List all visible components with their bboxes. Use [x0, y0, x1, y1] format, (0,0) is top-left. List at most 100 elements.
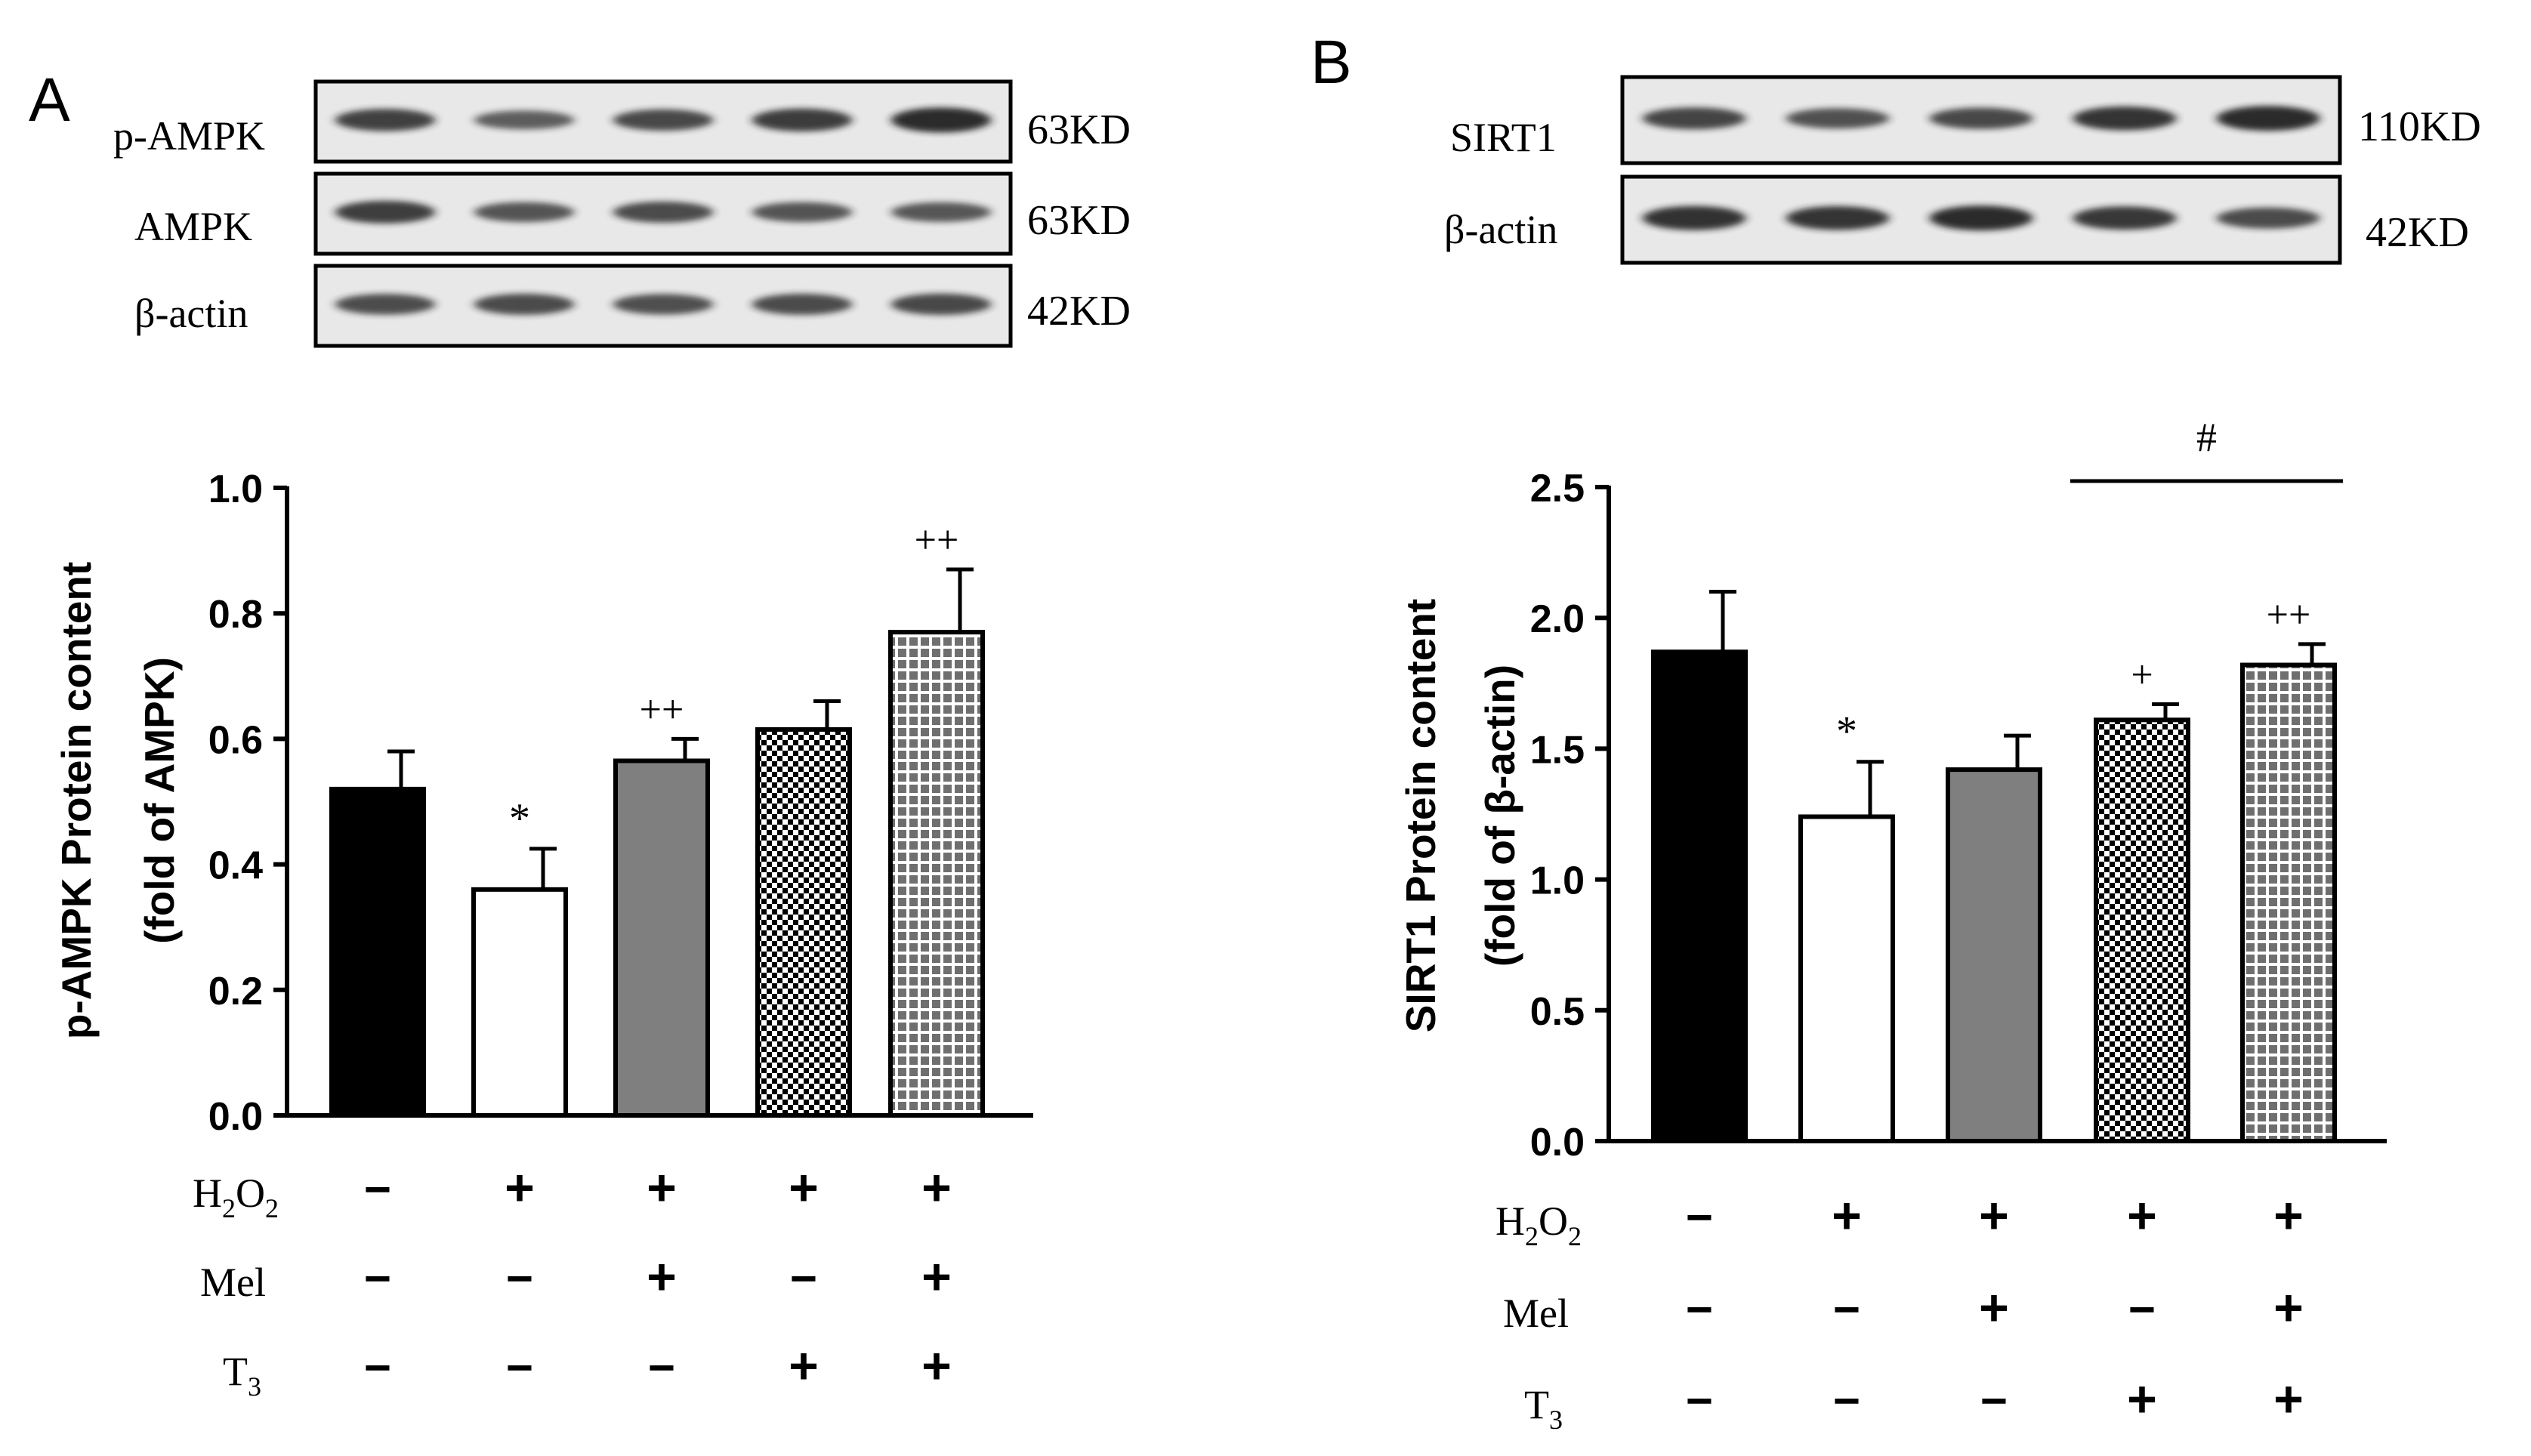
chart-a-ytick-label: 0.8 — [208, 593, 263, 637]
treat-a-h2o2-label: H2O2 — [193, 1171, 279, 1223]
treatment-sign: + — [789, 1159, 819, 1217]
treatment-sign: − — [1833, 1375, 1860, 1427]
treat-b-t3-label: T3 — [1524, 1382, 1563, 1435]
blot-a-band — [752, 108, 853, 132]
chart-a-significance-label: ++ — [640, 688, 684, 731]
blot-b-band — [1642, 205, 1746, 230]
western-blot-b: SIRT1 β-actin 110KD 42KD — [1444, 75, 2481, 265]
chart-b-bar — [2094, 717, 2190, 1143]
chart-a-ytick-label: 0.4 — [208, 844, 263, 888]
blot-b-band — [1786, 108, 1890, 129]
blot-a-size-ampk: 63KD — [1027, 197, 1131, 244]
treatment-sign: + — [1979, 1187, 2009, 1245]
blot-a-label-p-ampk: p-AMPK — [113, 113, 265, 159]
chart-b-significance-label: + — [2131, 654, 2153, 697]
blot-a-band — [613, 294, 714, 315]
blot-b-band — [2216, 106, 2320, 131]
treat-b-mel-label: Mel — [1503, 1291, 1569, 1336]
blot-a-size-beta-actin: 42KD — [1027, 288, 1131, 335]
chart-a-ytick-label: 0.2 — [208, 970, 263, 1013]
blot-a-band — [335, 109, 436, 131]
treatment-sign: + — [647, 1248, 677, 1306]
blot-a-band — [474, 202, 575, 223]
western-blot-a: p-AMPK AMPK β-actin 63KD 63KD 42KD — [113, 79, 1131, 348]
blot-b-size-sirt1: 110KD — [2358, 103, 2481, 150]
chart-b-significance-label: * — [1836, 708, 1857, 755]
blot-a-bands — [335, 107, 992, 316]
blot-a-band — [474, 110, 575, 130]
treatment-sign: + — [2127, 1187, 2157, 1245]
chart-b-ytick-label: 2.5 — [1530, 467, 1585, 511]
treatment-sign: − — [364, 1253, 391, 1305]
treatment-sign: − — [1686, 1375, 1713, 1427]
treatment-sign: + — [1832, 1187, 1862, 1245]
blot-a-band — [890, 202, 992, 222]
treatment-table-a: H2O2 Mel T3 − + + + + − − + − + − − − + + — [193, 1159, 952, 1402]
chart-b-ylabel-line2: (fold of β-actin) — [1477, 665, 1523, 967]
chart-a-bar — [888, 630, 985, 1118]
blot-b-band — [2073, 206, 2177, 230]
chart-b-ytick-label: 0.5 — [1530, 990, 1585, 1034]
treatment-table-b: H2O2 Mel T3 − + + + + − − + − + − − − + + — [1495, 1187, 2304, 1435]
treatment-sign: − — [364, 1164, 391, 1216]
treatment-sign: + — [647, 1159, 677, 1217]
treat-b-h2o2-label: H2O2 — [1495, 1198, 1582, 1251]
chart-a-significance-label: * — [509, 795, 530, 842]
blot-a-band — [890, 107, 992, 133]
treatment-sign: − — [1686, 1284, 1713, 1336]
chart-b-significance-label: ++ — [2267, 594, 2311, 637]
blot-b-label-sirt1: SIRT1 — [1450, 115, 1557, 160]
chart-b-ytick-label: 2.0 — [1530, 597, 1585, 641]
treatment-sign: − — [1833, 1284, 1860, 1336]
chart-b-bar — [1946, 767, 2042, 1143]
treatment-sign: + — [2273, 1279, 2304, 1337]
chart-a-significance-label: ++ — [915, 519, 959, 562]
blot-b-bands — [1642, 106, 2320, 231]
treatment-sign: − — [506, 1342, 533, 1394]
treatment-sign: + — [2127, 1371, 2157, 1428]
blot-a-label-beta-actin: β-actin — [134, 291, 248, 336]
blot-a-band — [613, 201, 714, 223]
blot-a-band — [752, 202, 853, 223]
treatment-sign: + — [921, 1159, 952, 1217]
panel-b: B SIRT1 β-actin 110KD 42KD SIRT1 Protein… — [1310, 28, 2481, 1435]
blot-b-band — [1929, 107, 2033, 129]
panel-b-letter: B — [1310, 28, 1352, 97]
blot-b-band — [1786, 205, 1890, 230]
chart-a-bar — [329, 786, 426, 1118]
chart-b-ylabel-line1: SIRT1 Protein content — [1397, 599, 1444, 1033]
chart-b-ytick-label: 1.0 — [1530, 859, 1585, 903]
chart-b-ytick-label: 1.5 — [1530, 728, 1585, 772]
treatment-sign: + — [505, 1159, 535, 1217]
treatment-sign: − — [2128, 1284, 2156, 1336]
blot-a-band — [752, 293, 853, 315]
panel-a: A p-AMPK AMPK β-actin 63KD 63KD 42KD p-A… — [29, 66, 1131, 1402]
blot-b-band — [2073, 106, 2177, 131]
treatment-sign: + — [789, 1337, 819, 1395]
chart-a-ytick-label: 0.0 — [208, 1095, 263, 1139]
treat-a-t3-label: T3 — [223, 1349, 261, 1402]
chart-b-bar — [1798, 814, 1895, 1143]
blot-b-band — [1642, 107, 1746, 130]
blot-a-size-p-ampk: 63KD — [1027, 106, 1131, 153]
treat-a-mel-label: Mel — [200, 1260, 266, 1305]
blot-a-band — [474, 293, 575, 315]
chart-b-bar — [2240, 662, 2337, 1143]
chart-a-bar — [755, 726, 852, 1118]
chart-b-bracket-label: # — [2196, 415, 2217, 460]
chart-a-bar — [471, 887, 568, 1118]
blot-a-band — [613, 109, 714, 131]
treatment-sign: + — [1979, 1279, 2009, 1337]
blot-a-band — [890, 293, 992, 316]
treatment-sign: + — [921, 1248, 952, 1306]
chart-a-ytick-label: 1.0 — [208, 467, 263, 511]
chart-a-ytick-label: 0.6 — [208, 718, 263, 762]
treatment-sign: − — [364, 1342, 391, 1394]
chart-a: p-AMPK Protein content (fold of AMPK) 0.… — [53, 467, 1033, 1139]
blot-b-band — [1929, 205, 2033, 231]
treatment-sign: + — [2273, 1371, 2304, 1428]
treatment-sign: + — [2273, 1187, 2304, 1245]
chart-b-bar — [1651, 649, 1748, 1143]
blot-a-band — [335, 200, 436, 224]
panel-a-letter: A — [29, 66, 70, 134]
